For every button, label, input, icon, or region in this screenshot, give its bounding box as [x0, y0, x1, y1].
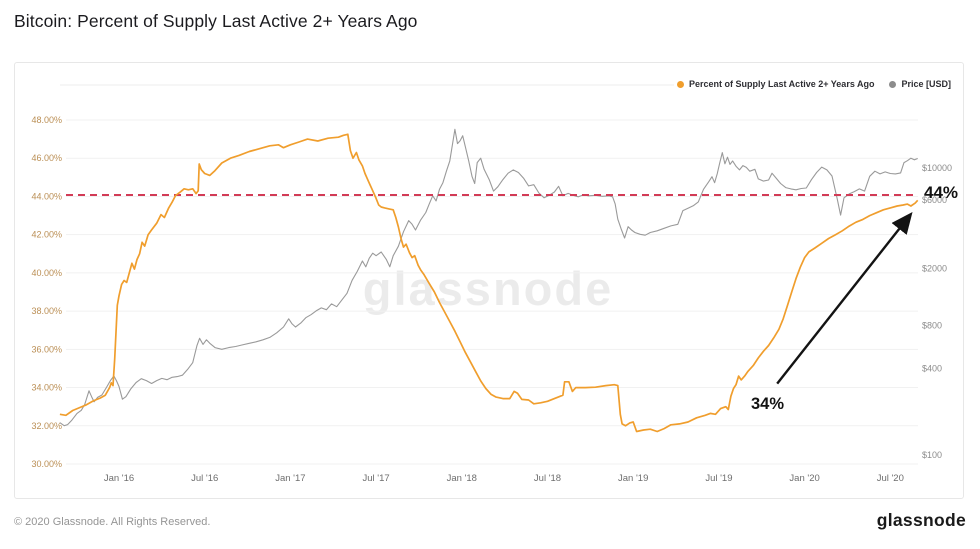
legend-label: Percent of Supply Last Active 2+ Years A… [689, 79, 875, 89]
legend-item-price-usd[interactable]: Price [USD] [889, 79, 951, 89]
svg-text:38.00%: 38.00% [31, 306, 62, 316]
gridlines [66, 119, 918, 465]
svg-text:48.00%: 48.00% [31, 115, 62, 125]
footer-copyright: © 2020 Glassnode. All Rights Reserved. [14, 516, 211, 528]
svg-text:Jan '19: Jan '19 [618, 473, 648, 484]
page-title: Bitcoin: Percent of Supply Last Active 2… [14, 11, 418, 31]
annotation-44pct: 44% [924, 183, 958, 202]
chart-legend: Percent of Supply Last Active 2+ Years A… [674, 78, 954, 90]
svg-text:34.00%: 34.00% [31, 383, 62, 393]
watermark: glassnode [363, 262, 613, 315]
svg-text:44.00%: 44.00% [31, 191, 62, 201]
svg-text:$10000: $10000 [922, 163, 952, 173]
svg-text:36.00%: 36.00% [31, 344, 62, 354]
svg-text:42.00%: 42.00% [31, 230, 62, 240]
left-axis-labels: 48.00% 46.00% 44.00% 42.00% 40.00% 38.00% 36.0… [31, 115, 62, 469]
glassnode-logo: glassnode [876, 510, 966, 530]
svg-text:40.00%: 40.00% [31, 268, 62, 278]
svg-text:$800: $800 [922, 320, 942, 330]
svg-text:30.00%: 30.00% [31, 459, 62, 469]
price-usd-line [59, 128, 918, 427]
annotation-arrow [776, 211, 913, 385]
svg-text:Jul '16: Jul '16 [191, 473, 218, 484]
svg-text:Jul '17: Jul '17 [363, 473, 390, 484]
svg-text:46.00%: 46.00% [31, 153, 62, 163]
svg-text:Jul '20: Jul '20 [877, 473, 904, 484]
svg-text:Jan '20: Jan '20 [789, 473, 819, 484]
x-axis-labels: Jan '16 Jul '16 Jan '17 Jul '17 Jan '18 Jul '… [104, 473, 904, 484]
legend-label: Price [USD] [901, 79, 951, 89]
legend-dot-gray-icon [889, 80, 897, 88]
svg-text:$400: $400 [922, 364, 942, 374]
svg-text:Jan '17: Jan '17 [275, 473, 305, 484]
percent-supply-line [59, 133, 919, 433]
right-axis-labels: $10000 $6000 $2000 $800 $400 $100 [922, 163, 952, 460]
svg-text:32.00%: 32.00% [31, 421, 62, 431]
annotation-34pct: 34% [751, 395, 784, 413]
svg-text:$2000: $2000 [922, 263, 947, 273]
legend-dot-orange-icon [677, 80, 684, 88]
svg-text:$100: $100 [922, 450, 942, 460]
svg-text:Jan '18: Jan '18 [447, 473, 477, 484]
legend-item-percent-supply[interactable]: Percent of Supply Last Active 2+ Years A… [677, 79, 874, 89]
svg-text:$6000: $6000 [922, 195, 947, 205]
svg-text:Jan '16: Jan '16 [104, 473, 134, 484]
svg-text:Jul '19: Jul '19 [705, 473, 732, 484]
svg-text:Jul '18: Jul '18 [534, 473, 561, 484]
